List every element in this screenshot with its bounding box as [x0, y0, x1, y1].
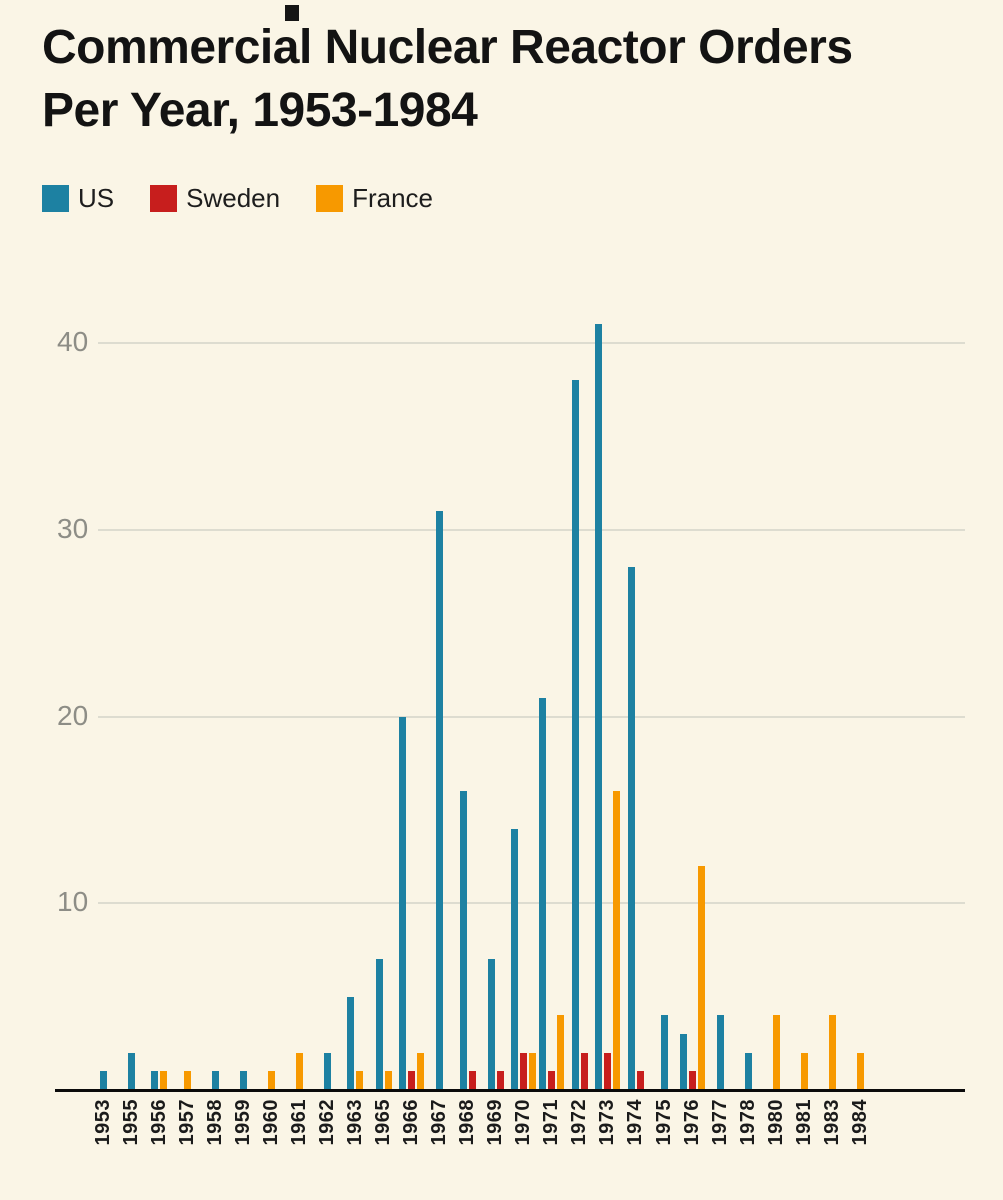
- x-axis-label-1959: 1959: [231, 1099, 254, 1146]
- legend-label-us: US: [78, 183, 115, 213]
- bar-chart: 10 20 30 40 1953 1955 1956 1957 1958 1959 1960 1961…: [0, 250, 1003, 1200]
- bar-sweden-1969: [496, 1071, 504, 1090]
- x-axis-label-1970: 1970: [512, 1099, 535, 1146]
- bar-us-1962: [323, 1052, 331, 1090]
- bar-sweden-1971: [548, 1071, 556, 1090]
- bar-france-1980: [772, 1015, 780, 1090]
- x-axis-label-1969: 1969: [484, 1099, 507, 1146]
- x-axis-label-1965: 1965: [372, 1099, 394, 1146]
- bar-france-1956: [160, 1071, 168, 1090]
- bar-us-1970: [511, 828, 519, 1090]
- gridline-30: [55, 528, 965, 531]
- legend-item-france: France: [316, 183, 433, 214]
- bar-us-1974: [627, 567, 635, 1090]
- bar-france-1963: [356, 1071, 364, 1090]
- bar-france-1966: [417, 1052, 425, 1090]
- bar-us-1966: [399, 716, 407, 1090]
- x-axis-label-1981: 1981: [792, 1099, 815, 1146]
- bar-sweden-1972: [580, 1052, 588, 1090]
- gridline-40: [55, 342, 965, 344]
- bar-sweden-1976: [688, 1071, 696, 1090]
- legend-swatch-us: [42, 185, 69, 212]
- legend-item-sweden: Sweden: [150, 183, 280, 214]
- legend-item-us: US: [42, 183, 114, 214]
- x-axis-label-1978: 1978: [736, 1099, 759, 1146]
- x-axis-label-1966: 1966: [400, 1099, 423, 1146]
- legend-label-sweden: Sweden: [186, 183, 281, 213]
- bar-us-1973: [595, 324, 603, 1090]
- legend-swatch-france: [316, 185, 344, 212]
- x-axis-label-1975: 1975: [652, 1099, 675, 1146]
- x-axis-label-1957: 1957: [175, 1099, 198, 1146]
- page-title: Commercial Nuclear Reactor Orders Per Ye…: [42, 16, 982, 143]
- corner-dot: [285, 5, 299, 21]
- y-axis-label-10: 10: [55, 885, 99, 921]
- gridline-10: [55, 902, 965, 905]
- bar-us-1955: [127, 1052, 135, 1090]
- bar-france-1983: [828, 1015, 836, 1090]
- legend-swatch-sweden: [150, 185, 178, 212]
- x-axis-label-1958: 1958: [203, 1099, 226, 1146]
- bar-us-1958: [211, 1071, 219, 1090]
- bar-sweden-1970: [520, 1052, 528, 1090]
- x-axis-label-1973: 1973: [596, 1099, 619, 1146]
- x-axis-label-1968: 1968: [456, 1099, 479, 1146]
- gridline-20: [55, 715, 965, 718]
- page-title-line1: Commercial Nuclear Reactor Orders: [42, 21, 853, 74]
- bar-us-1959: [239, 1071, 247, 1090]
- x-axis-label-1962: 1962: [315, 1099, 338, 1146]
- bar-us-1971: [539, 697, 547, 1090]
- bar-france-1984: [856, 1052, 864, 1090]
- x-axis-label-1980: 1980: [764, 1099, 787, 1146]
- bar-us-1963: [347, 996, 355, 1090]
- bar-us-1978: [744, 1052, 752, 1090]
- bar-france-1960: [267, 1071, 275, 1090]
- x-axis-label-1960: 1960: [259, 1099, 282, 1146]
- bar-sweden-1974: [636, 1071, 644, 1090]
- bar-france-1976: [697, 865, 705, 1090]
- bar-us-1969: [487, 959, 495, 1090]
- bar-us-1965: [375, 959, 383, 1090]
- bar-us-1972: [571, 380, 579, 1090]
- x-axis-label-1955: 1955: [119, 1099, 142, 1146]
- y-axis-label-40: 40: [55, 325, 99, 360]
- bar-us-1967: [436, 511, 444, 1090]
- bar-france-1961: [295, 1052, 303, 1090]
- x-axis-label-1971: 1971: [540, 1099, 563, 1146]
- x-axis-label-1984: 1984: [848, 1099, 871, 1146]
- bar-us-1976: [679, 1033, 687, 1090]
- x-axis-label-1974: 1974: [624, 1099, 647, 1146]
- bar-sweden-1973: [604, 1052, 612, 1090]
- x-axis-label-1967: 1967: [428, 1099, 451, 1146]
- x-axis-label-1983: 1983: [820, 1099, 843, 1146]
- chart-legend: US Sweden France: [42, 183, 433, 214]
- bar-us-1953: [99, 1071, 107, 1090]
- bar-us-1977: [716, 1015, 724, 1090]
- y-axis-label-20: 20: [55, 698, 99, 734]
- x-axis-label-1961: 1961: [287, 1099, 310, 1146]
- bar-france-1971: [557, 1015, 565, 1090]
- bar-sweden-1968: [468, 1071, 476, 1090]
- bar-france-1973: [613, 791, 621, 1090]
- bar-france-1981: [800, 1052, 808, 1090]
- y-axis-label-30: 30: [55, 511, 99, 547]
- x-axis-label-1972: 1972: [568, 1099, 591, 1146]
- bar-france-1957: [183, 1071, 191, 1090]
- page-title-line2: Per Year, 1953-1984: [42, 84, 478, 138]
- x-axis-label-1977: 1977: [708, 1099, 731, 1146]
- x-axis-line: [55, 1089, 965, 1092]
- legend-label-france: France: [352, 183, 434, 213]
- x-axis-label-1956: 1956: [147, 1099, 170, 1146]
- bar-sweden-1966: [408, 1071, 416, 1090]
- bar-us-1968: [459, 791, 467, 1090]
- bar-france-1965: [384, 1071, 392, 1090]
- bar-us-1975: [660, 1015, 668, 1090]
- x-axis-label-1953: 1953: [91, 1099, 114, 1146]
- x-axis-label-1976: 1976: [680, 1099, 703, 1146]
- bar-france-1970: [529, 1052, 537, 1090]
- x-axis-label-1963: 1963: [343, 1099, 366, 1146]
- bar-us-1956: [151, 1071, 159, 1090]
